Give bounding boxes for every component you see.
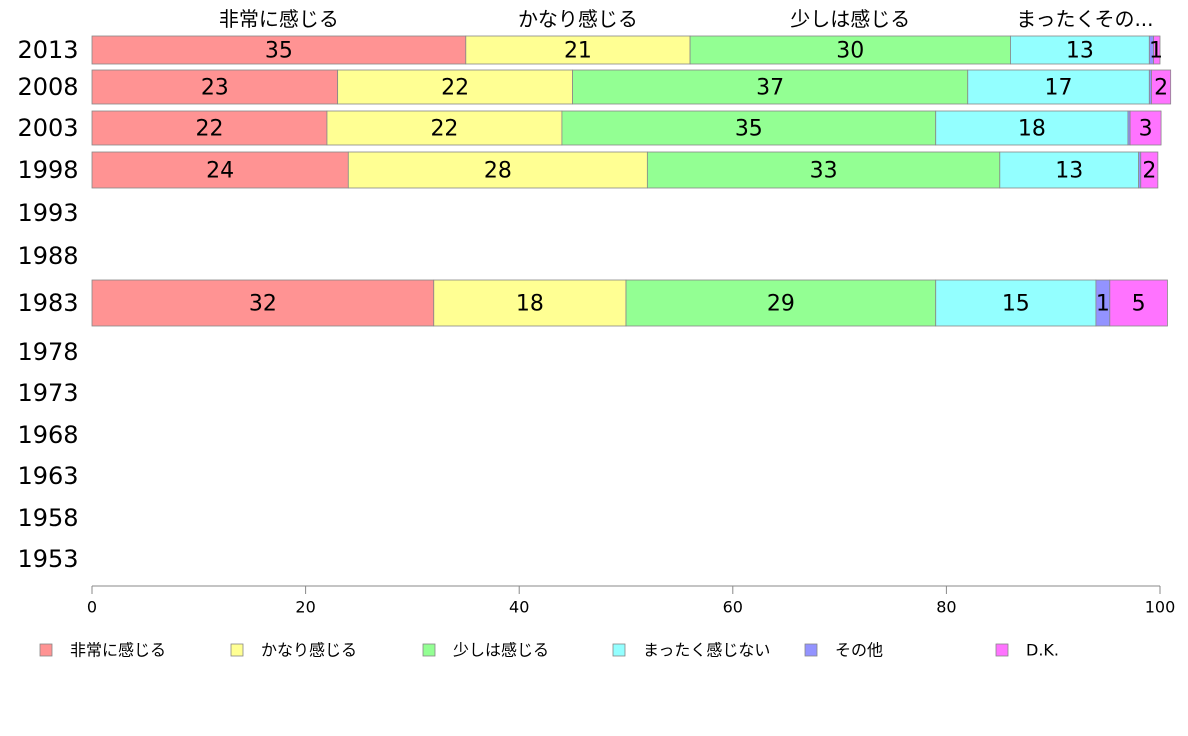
data-label-2013-2: 30 (836, 39, 864, 64)
data-label-2008-2: 37 (756, 76, 784, 101)
bar-segment-2003-2 (561, 110, 937, 146)
legend-label-4: その他 (835, 641, 883, 660)
bar-segment-2008-2 (572, 69, 969, 105)
legend-swatch-2 (422, 643, 436, 657)
data-label-2003-2: 35 (735, 117, 763, 142)
bar-segment-1998-1 (347, 151, 648, 189)
data-label-1983-5: 5 (1132, 292, 1146, 317)
x-tick-label-100: 100 (1145, 598, 1176, 617)
bar-segment-1998-2 (646, 151, 1001, 189)
legend-label-5: D.K. (1026, 641, 1059, 660)
bar-segment-2003-3 (935, 110, 1129, 146)
x-tick-label-20: 20 (295, 598, 315, 617)
data-label-2013-1: 21 (564, 39, 592, 64)
data-label-1983-0: 32 (249, 292, 277, 317)
bar-segment-2008-5 (1151, 69, 1172, 105)
data-label-1983-4: 1 (1096, 292, 1110, 317)
year-label-2013: 2013 (17, 36, 78, 64)
data-label-1998-1: 28 (484, 159, 512, 184)
data-label-2013-5: 1 (1149, 39, 1163, 64)
bar-segment-2013-5 (1153, 35, 1161, 65)
data-label-2003-1: 22 (430, 117, 458, 142)
year-label-1988: 1988 (17, 242, 78, 270)
data-label-1983-1: 18 (516, 292, 544, 317)
legend-label-1: かなり感じる (261, 641, 357, 660)
data-label-1983-3: 15 (1002, 292, 1030, 317)
data-label-2013-0: 35 (265, 39, 293, 64)
bar-segment-1983-2 (625, 279, 937, 327)
column-header-0: 非常に感じる (219, 7, 339, 31)
legend-swatch-3 (612, 643, 626, 657)
year-label-1958: 1958 (17, 504, 78, 532)
bar-segment-1983-1 (433, 279, 627, 327)
column-header-2: 少しは感じる (790, 7, 910, 31)
legend-swatch-5 (995, 643, 1009, 657)
data-label-2003-3: 18 (1018, 117, 1046, 142)
bar-segment-1998-0 (91, 151, 349, 189)
bar-segment-2008-1 (337, 69, 574, 105)
bar-segment-1983-3 (935, 279, 1097, 327)
column-header-4: その... (1094, 7, 1153, 31)
x-tick-label-60: 60 (723, 598, 743, 617)
year-label-2003: 2003 (17, 114, 78, 142)
bar-segment-2013-0 (91, 35, 467, 65)
column-header-3: まったく (1016, 7, 1095, 31)
bar-segment-2008-3 (967, 69, 1150, 105)
year-label-1998: 1998 (17, 156, 78, 184)
bar-segment-2003-5 (1129, 110, 1162, 146)
year-label-1978: 1978 (17, 338, 78, 366)
data-label-2013-3: 13 (1066, 39, 1094, 64)
data-label-2008-3: 17 (1045, 76, 1073, 101)
year-label-1963: 1963 (17, 462, 78, 490)
data-label-2008-0: 23 (201, 76, 229, 101)
x-tick-label-80: 80 (936, 598, 956, 617)
bar-segment-2013-1 (465, 35, 691, 65)
bar-segment-2003-0 (91, 110, 328, 146)
data-label-2003-5: 3 (1139, 117, 1153, 142)
year-label-1968: 1968 (17, 421, 78, 449)
data-label-1998-0: 24 (206, 159, 234, 184)
data-label-1998-5: 2 (1142, 159, 1156, 184)
x-tick-label-40: 40 (509, 598, 529, 617)
legend-label-2: 少しは感じる (453, 641, 549, 660)
bar-segment-1998-5 (1140, 151, 1159, 189)
x-tick-label-0: 0 (87, 598, 97, 617)
year-label-1973: 1973 (17, 379, 78, 407)
data-label-1998-2: 33 (810, 159, 838, 184)
column-header-1: かなり感じる (518, 7, 638, 31)
bar-segment-1983-0 (91, 279, 435, 327)
legend-swatch-1 (230, 643, 244, 657)
bar-segment-1998-3 (999, 151, 1140, 189)
bar-segment-2013-2 (689, 35, 1011, 65)
year-label-2008: 2008 (17, 73, 78, 101)
year-label-1993: 1993 (17, 199, 78, 227)
data-label-2003-0: 22 (195, 117, 223, 142)
legend-label-3: まったく感じない (643, 641, 770, 660)
data-label-1998-3: 13 (1055, 159, 1083, 184)
bar-segment-2008-0 (91, 69, 339, 105)
bar-segment-1983-5 (1109, 279, 1168, 327)
data-label-2008-1: 22 (441, 76, 469, 101)
data-label-1983-2: 29 (767, 292, 795, 317)
year-label-1983: 1983 (17, 289, 78, 317)
legend-label-0: 非常に感じる (70, 641, 166, 660)
data-label-2008-5: 2 (1154, 76, 1168, 101)
legend-swatch-4 (804, 643, 818, 657)
year-label-1953: 1953 (17, 545, 78, 573)
legend-swatch-0 (39, 643, 53, 657)
